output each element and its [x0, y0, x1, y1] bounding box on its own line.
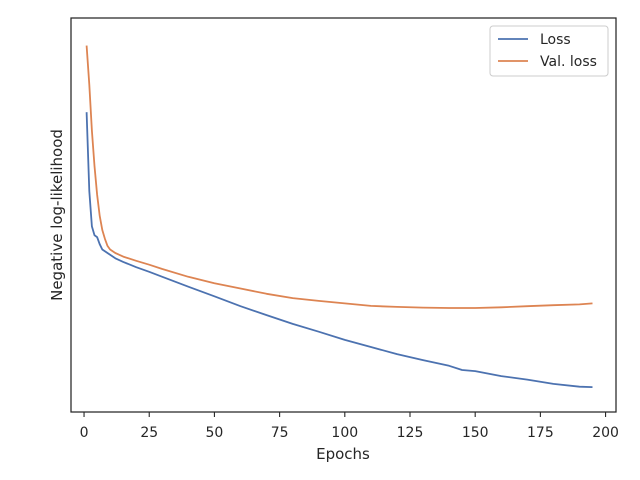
x-tick-label: 75 — [271, 425, 289, 441]
x-tick-label: 50 — [206, 425, 224, 441]
x-tick-label: 150 — [462, 425, 489, 441]
x-tick-label: 175 — [527, 425, 554, 441]
x-tick-label: 0 — [80, 425, 89, 441]
x-tick-label: 200 — [592, 425, 619, 441]
x-ticks: 0 25 50 75 100 125 150 175 200 — [80, 412, 619, 441]
plot-frame — [70, 17, 617, 413]
legend-label-val-loss: Val. loss — [540, 54, 597, 70]
legend-label-loss: Loss — [540, 32, 571, 48]
x-tick-label: 25 — [140, 425, 158, 441]
series-line-loss — [85, 112, 593, 388]
series-line-val-loss — [85, 45, 593, 309]
legend: Loss Val. loss — [489, 25, 609, 77]
x-axis-label: Epochs — [316, 445, 370, 463]
x-tick-label: 100 — [331, 425, 358, 441]
x-tick-label: 125 — [397, 425, 424, 441]
series-layer — [85, 45, 593, 388]
y-axis-label: Negative log-likelihood — [48, 129, 66, 301]
